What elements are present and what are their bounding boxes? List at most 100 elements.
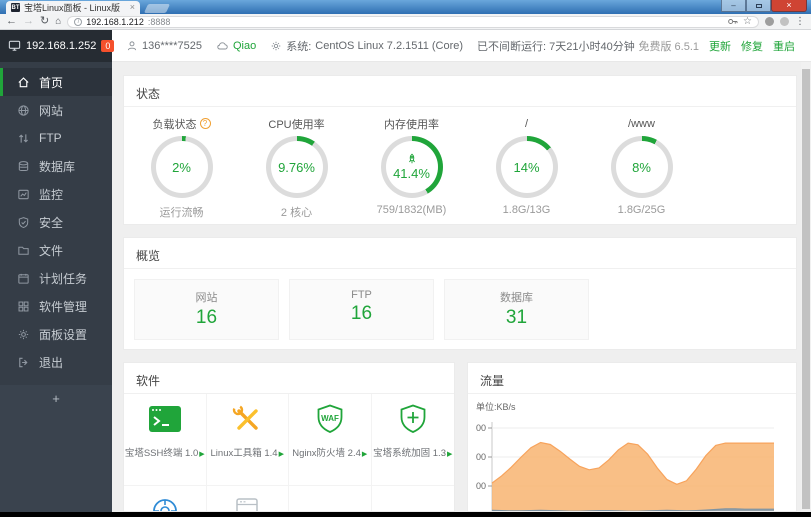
traffic-chart-svg: 100 200 300 <box>471 422 774 511</box>
open-arrow-icon: ▶ <box>278 451 284 458</box>
uptime-text: 已不间断运行: 7天21小时40分钟 <box>477 40 635 53</box>
gear-icon <box>271 41 281 50</box>
close-button[interactable]: × <box>771 0 807 12</box>
home-icon <box>18 76 29 87</box>
extension-icon-1[interactable] <box>765 17 774 26</box>
shield-check-icon <box>18 216 29 228</box>
sidebar-footer: + <box>0 385 112 512</box>
system-value: CentOS Linux 7.2.1511 (Core) <box>315 39 464 52</box>
settings-gear-icon <box>18 329 29 339</box>
user-icon <box>127 40 137 50</box>
main-content: 状态 负载状态? 2% 运行流畅 CPU使用率 9.76% 2 核心 内存使用率 <box>112 62 811 512</box>
sidebar-item-ftp[interactable]: FTP <box>0 124 112 152</box>
shield-plus-icon <box>400 404 426 433</box>
open-arrow-icon: ▶ <box>446 451 453 458</box>
software-card: 软件 宝塔SSH终端 1.0▶ Linux工具箱 1.4▶ WAF Nginx防… <box>123 362 455 512</box>
extension-icon-2[interactable] <box>780 17 789 26</box>
chart-monitor-icon <box>18 189 29 199</box>
database-icon <box>18 160 29 171</box>
gauge-load: 负载状态? 2% 运行流畅 <box>124 116 239 220</box>
overview-title: 概览 <box>124 238 796 269</box>
gauge-disk-root: / 14% 1.8G/13G <box>469 116 584 220</box>
sidebar-item-files[interactable]: 文件 <box>0 236 112 264</box>
gauge-disk-www: /www 8% 1.8G/25G <box>584 116 699 220</box>
traffic-title: 流量 <box>468 363 796 394</box>
message-badge[interactable]: 0 <box>101 39 115 52</box>
sidebar-item-website[interactable]: 网站 <box>0 96 112 124</box>
sidebar-item-logout[interactable]: 退出 <box>0 348 112 376</box>
svg-text:WAF: WAF <box>321 414 339 423</box>
scrollbar-thumb[interactable] <box>802 69 810 509</box>
browser-home-icon[interactable]: ⌂ <box>55 15 62 27</box>
browser-menu-icon[interactable]: ⋮ <box>795 15 805 27</box>
restart-link[interactable]: 重启 <box>773 40 795 53</box>
overview-item-ftp[interactable]: FTP 16 <box>289 279 434 340</box>
sidebar-item-security[interactable]: 安全 <box>0 208 112 236</box>
rocket-icon[interactable] <box>406 153 418 165</box>
server-ip-block[interactable]: 192.168.1.252 0 <box>0 29 115 62</box>
panel-header: 192.168.1.252 0 136****7525 Qiao 系统: Cen… <box>0 29 811 62</box>
sidebar-item-cron[interactable]: 计划任务 <box>0 264 112 292</box>
browser-tab[interactable]: BT 宝塔Linux面板 - Linux版 × <box>6 1 140 14</box>
back-icon[interactable]: ← <box>6 15 17 27</box>
software-item-partial-2[interactable] <box>207 486 289 511</box>
toolbox-icon <box>233 404 258 430</box>
tab-title: 宝塔Linux面板 - Linux版 <box>24 3 121 13</box>
url-host: 192.168.1.212 <box>86 16 144 27</box>
svg-text:200: 200 <box>476 452 486 462</box>
refresh-icon[interactable]: ↻ <box>40 15 50 27</box>
software-title: 软件 <box>124 363 454 394</box>
sidebar-item-database[interactable]: 数据库 <box>0 152 112 180</box>
software-item-system-hardening[interactable]: 宝塔系统加固 1.3▶ <box>371 394 454 486</box>
sidebar-item-software[interactable]: 软件管理 <box>0 292 112 320</box>
browser-toolbar: ← → ↻ ⌂ i 192.168.1.212 :8888 ☆ ⋮ <box>0 14 811 30</box>
open-arrow-icon: ▶ <box>361 451 368 458</box>
window-titlebar[interactable]: BT 宝塔Linux面板 - Linux版 × – × <box>0 0 811 14</box>
repair-link[interactable]: 修复 <box>741 40 763 53</box>
qq-account[interactable]: Qiao <box>216 40 256 52</box>
maximize-button[interactable] <box>746 0 771 12</box>
system-info: 系统: CentOS Linux 7.2.1511 (Core) <box>270 38 463 54</box>
sidebar-item-home[interactable]: 首页 <box>0 68 112 96</box>
server-ip: 192.168.1.252 <box>26 39 97 52</box>
info-icon[interactable]: i <box>74 17 83 26</box>
taskbar-edge <box>0 512 811 517</box>
folder-icon <box>18 246 29 255</box>
system-label: 系统: <box>286 40 312 53</box>
sidebar-item-monitor[interactable]: 监控 <box>0 180 112 208</box>
url-port: :8888 <box>147 16 171 27</box>
software-item-ssh-terminal[interactable]: 宝塔SSH终端 1.0▶ <box>124 394 207 486</box>
window-controls: – × <box>721 0 807 12</box>
software-item-empty-1 <box>289 486 372 511</box>
status-title: 状态 <box>124 76 796 107</box>
terminal-icon <box>148 406 181 432</box>
help-icon[interactable]: ? <box>199 118 211 129</box>
scrollbar-track[interactable] <box>801 62 811 512</box>
software-item-partial-1[interactable] <box>124 486 207 511</box>
overview-item-database[interactable]: 数据库 31 <box>444 279 589 340</box>
traffic-chart: 单位:KB/s 100 200 300 <box>468 394 796 511</box>
logout-icon <box>19 357 28 367</box>
status-card: 状态 负载状态? 2% 运行流畅 CPU使用率 9.76% 2 核心 内存使用率 <box>123 75 797 225</box>
software-item-linux-toolbox[interactable]: Linux工具箱 1.4▶ <box>206 394 289 486</box>
account-phone[interactable]: 136****7525 <box>126 40 202 52</box>
overview-item-website[interactable]: 网站 16 <box>134 279 279 340</box>
new-tab-button[interactable] <box>143 4 171 13</box>
tab-close-icon[interactable]: × <box>129 2 135 12</box>
key-icon[interactable] <box>727 16 738 27</box>
favicon-bt: BT <box>11 3 20 12</box>
update-link[interactable]: 更新 <box>709 40 731 53</box>
deploy-target-icon <box>152 499 177 511</box>
transfer-icon <box>19 133 28 143</box>
gauge-cpu: CPU使用率 9.76% 2 核心 <box>239 116 354 220</box>
server-window-icon <box>236 498 258 511</box>
sidebar-add-button[interactable]: + <box>52 391 60 406</box>
forward-icon[interactable]: → <box>23 15 34 27</box>
sidebar: 首页 网站 FTP 数据库 监控 安全 文件 计划任务 <box>0 62 112 512</box>
bookmark-star-icon[interactable]: ☆ <box>743 15 752 27</box>
traffic-card: 流量 单位:KB/s 100 200 300 <box>467 362 797 512</box>
sidebar-item-settings[interactable]: 面板设置 <box>0 320 112 348</box>
software-item-nginx-waf[interactable]: WAF Nginx防火墙 2.4▶ <box>289 394 372 486</box>
minimize-button[interactable]: – <box>721 0 746 12</box>
address-bar[interactable]: i 192.168.1.212 :8888 ☆ <box>67 15 759 28</box>
